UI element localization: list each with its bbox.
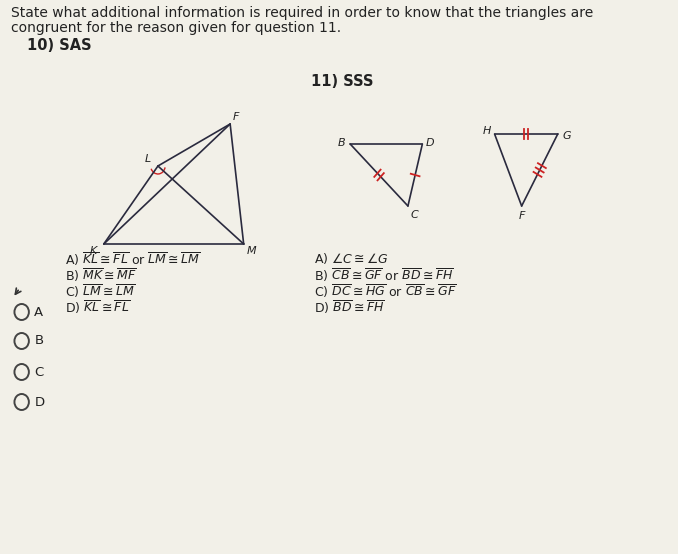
Text: F: F: [519, 211, 525, 221]
Text: A) $\overline{KL} \cong \overline{FL}$ or $\overline{LM} \cong \overline{LM}$: A) $\overline{KL} \cong \overline{FL}$ o…: [65, 251, 201, 268]
Text: B) $\overline{MK} \cong \overline{MF}$: B) $\overline{MK} \cong \overline{MF}$: [65, 267, 137, 284]
Text: K: K: [89, 246, 96, 256]
Text: State what additional information is required in order to know that the triangle: State what additional information is req…: [11, 6, 593, 20]
Text: D) $\overline{BD} \cong \overline{FH}$: D) $\overline{BD} \cong \overline{FH}$: [314, 299, 384, 316]
Text: 10) SAS: 10) SAS: [27, 38, 92, 53]
Text: F: F: [233, 112, 239, 122]
Text: A) $\angle C \cong \angle G$: A) $\angle C \cong \angle G$: [314, 251, 389, 266]
Text: C: C: [35, 366, 43, 378]
Text: H: H: [483, 126, 491, 136]
Text: B: B: [338, 138, 346, 148]
Text: D: D: [426, 138, 435, 148]
Text: C) $\overline{DC} \cong \overline{HG}$ or $\overline{CB} \cong \overline{GF}$: C) $\overline{DC} \cong \overline{HG}$ o…: [314, 283, 457, 300]
Text: D) $\overline{KL} \cong \overline{FL}$: D) $\overline{KL} \cong \overline{FL}$: [65, 299, 130, 316]
Text: G: G: [562, 131, 571, 141]
Text: 11) SSS: 11) SSS: [311, 74, 374, 89]
Text: congruent for the reason given for question 11.: congruent for the reason given for quest…: [11, 21, 341, 35]
Text: A: A: [35, 305, 43, 319]
Text: B) $\overline{CB} \cong \overline{GF}$ or $\overline{BD} \cong \overline{FH}$: B) $\overline{CB} \cong \overline{GF}$ o…: [314, 267, 454, 284]
Text: L: L: [144, 154, 151, 164]
Text: B: B: [35, 335, 43, 347]
Text: D: D: [35, 396, 45, 408]
Text: C: C: [411, 210, 418, 220]
Text: C) $\overline{LM} \cong \overline{LM}$: C) $\overline{LM} \cong \overline{LM}$: [65, 283, 136, 300]
Text: M: M: [246, 246, 256, 256]
